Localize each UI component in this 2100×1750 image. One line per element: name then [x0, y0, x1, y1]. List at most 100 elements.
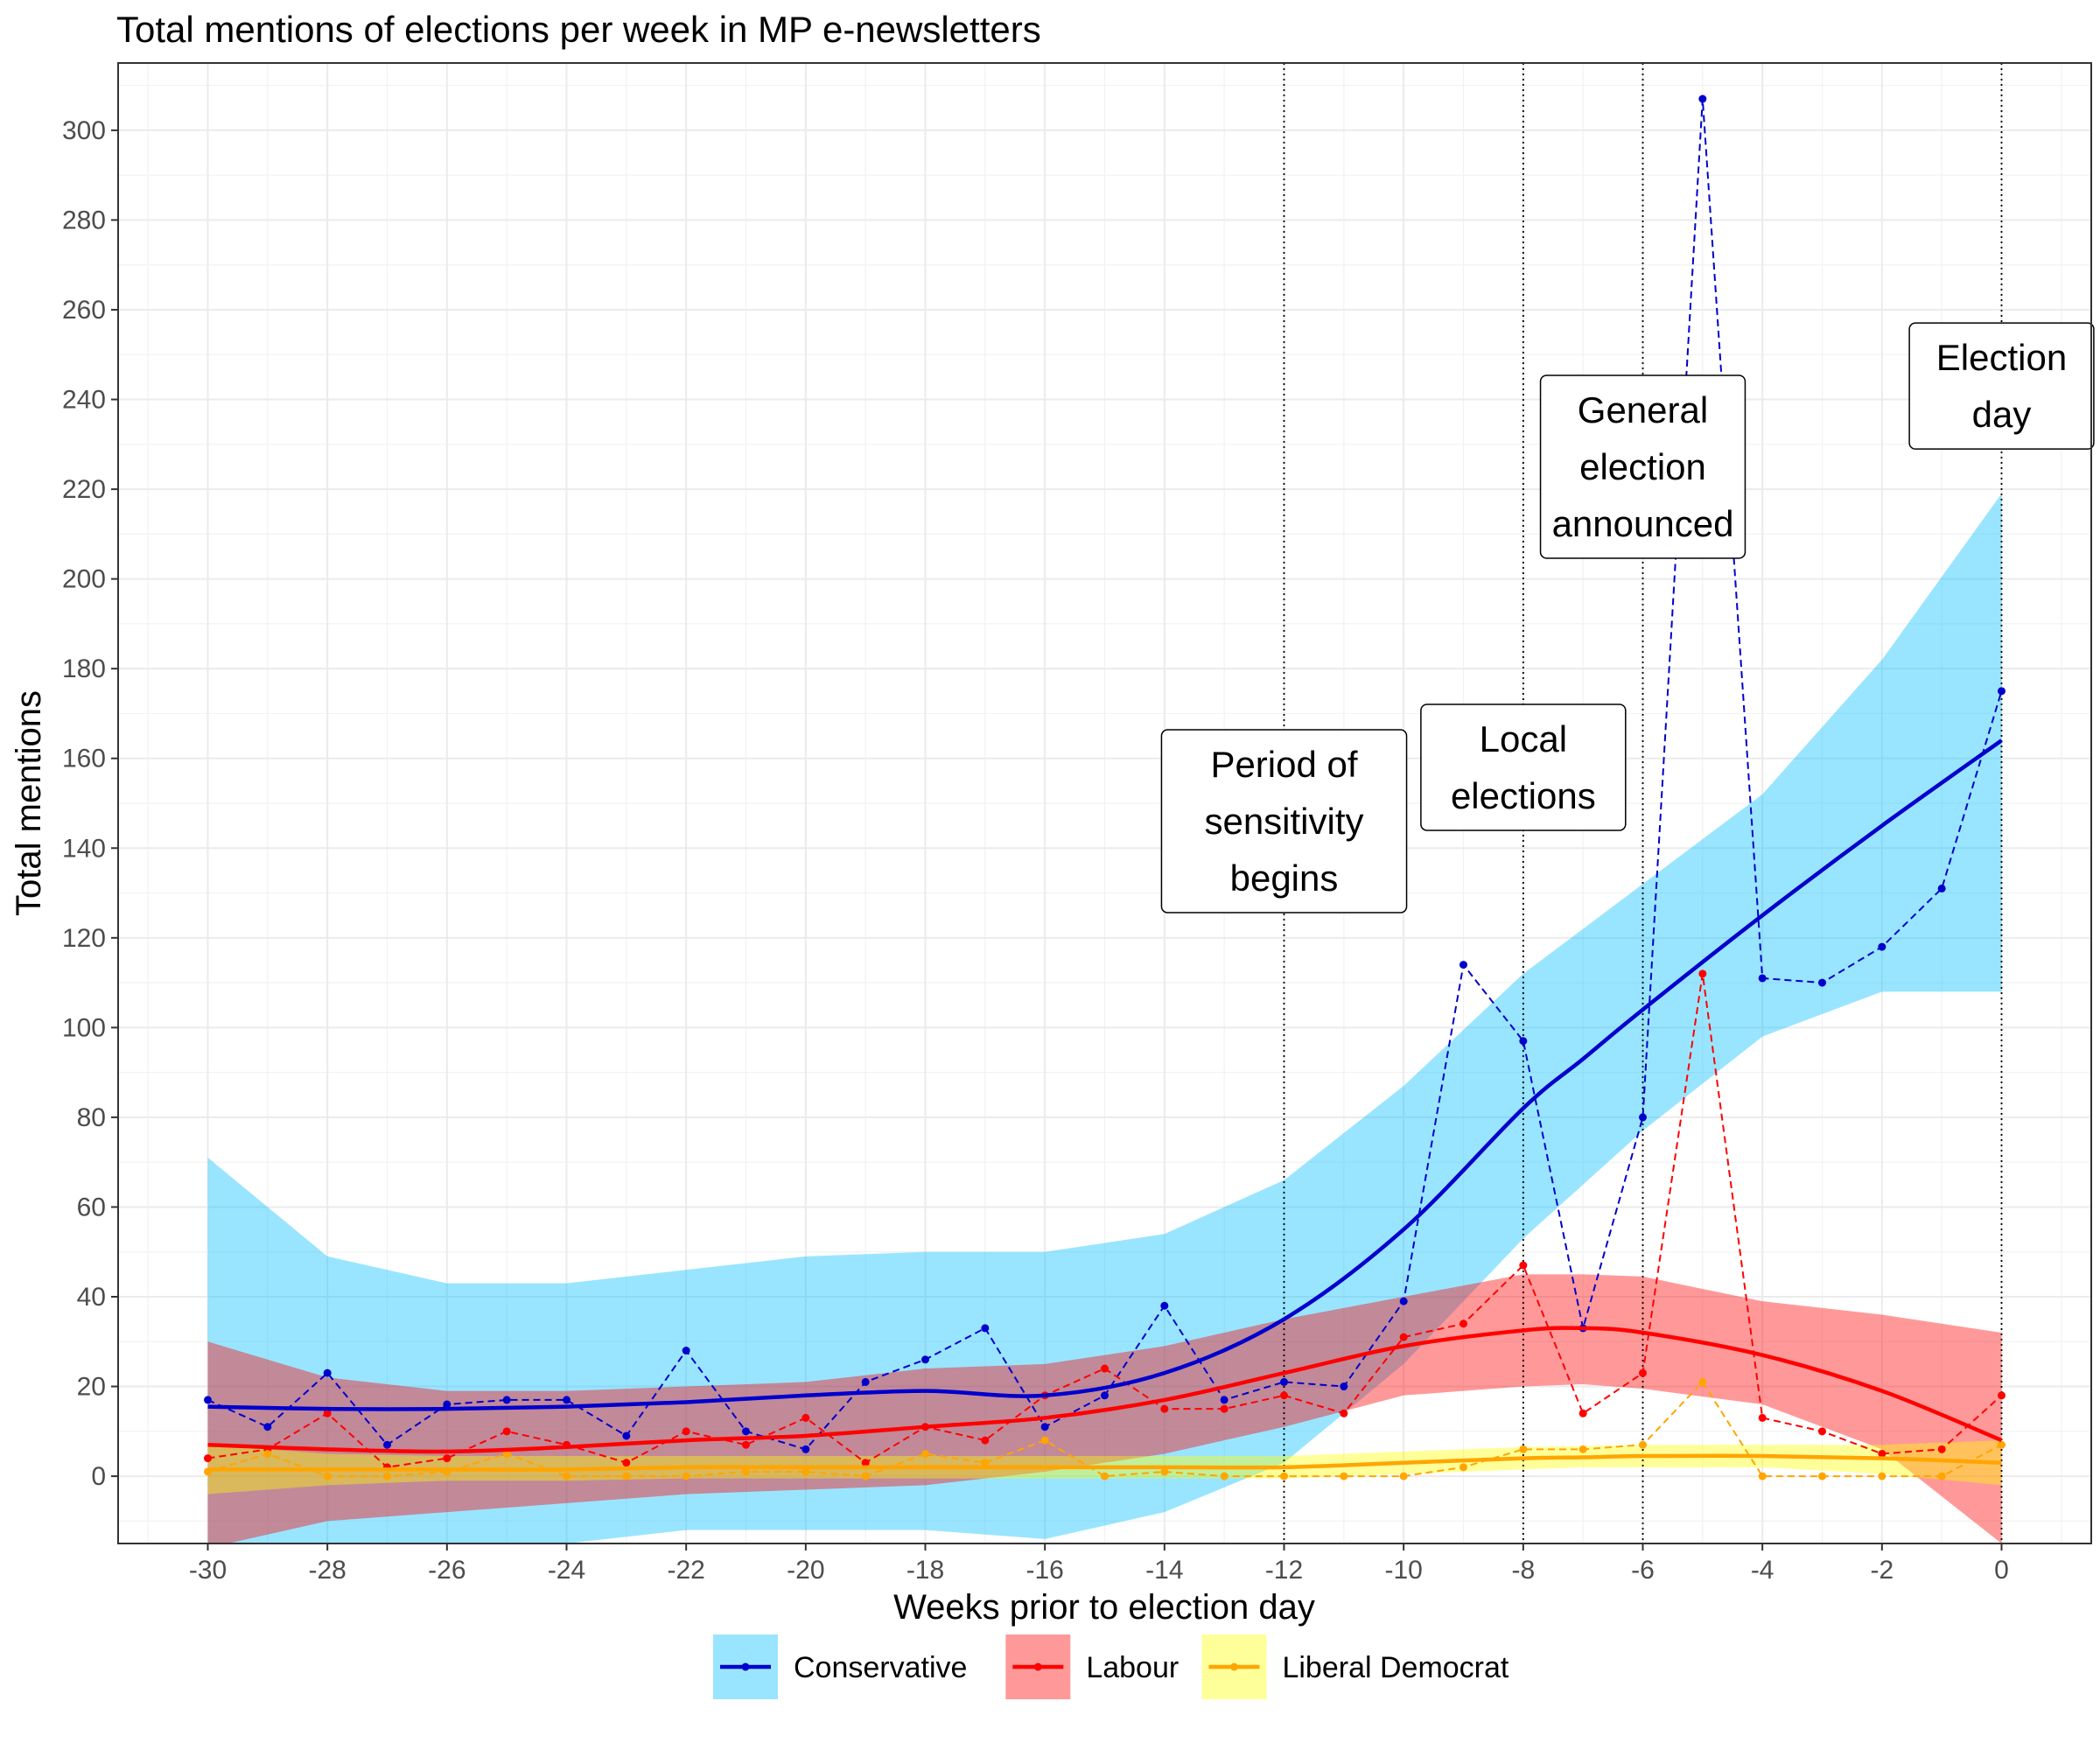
- data-point-conservative: [802, 1445, 810, 1453]
- data-point-labour: [1220, 1404, 1228, 1413]
- data-point-conservative: [682, 1347, 690, 1355]
- annotation-1: Local elections: [1420, 704, 1627, 831]
- data-point-labour: [1280, 1391, 1288, 1400]
- y-tick-label: 180: [62, 654, 106, 683]
- data-point-labour: [1698, 970, 1707, 978]
- data-point-conservative: [1460, 961, 1467, 970]
- data-point-conservative: [1399, 1297, 1408, 1306]
- legend: Conservative Labour Liberal Democrat: [713, 1634, 1509, 1699]
- data-point-labour: [323, 1409, 332, 1418]
- data-point-conservative: [443, 1400, 452, 1409]
- data-point-conservative: [1220, 1396, 1228, 1404]
- data-point-conservative: [263, 1423, 272, 1432]
- annotation-label: General: [1578, 389, 1708, 430]
- legend-label: Liberal Democrat: [1282, 1651, 1508, 1684]
- data-point-labour: [1340, 1409, 1348, 1418]
- data-point-labour: [1758, 1413, 1767, 1422]
- data-point-conservative: [1698, 94, 1707, 103]
- data-point-labour: [1460, 1320, 1467, 1328]
- y-tick-label: 200: [62, 565, 106, 594]
- y-tick-label: 0: [91, 1462, 106, 1491]
- data-point-conservative: [921, 1355, 929, 1364]
- x-tick-label: -4: [1751, 1556, 1774, 1585]
- data-point-labour: [682, 1427, 690, 1436]
- data-point-liberal-democrat: [742, 1467, 750, 1476]
- data-point-liberal-democrat: [323, 1472, 332, 1480]
- data-point-labour: [502, 1427, 511, 1436]
- annotation-label: begins: [1230, 858, 1339, 899]
- data-point-conservative: [323, 1368, 332, 1377]
- data-point-conservative: [981, 1324, 990, 1333]
- annotation-box: [1908, 322, 2095, 450]
- x-tick-label: -12: [1265, 1556, 1303, 1585]
- data-point-liberal-democrat: [921, 1449, 929, 1458]
- data-point-labour: [1998, 1391, 2006, 1400]
- x-tick-label: -8: [1511, 1556, 1535, 1585]
- data-point-liberal-democrat: [263, 1449, 272, 1458]
- y-tick-label: 60: [77, 1193, 106, 1222]
- annotation-label: day: [1972, 394, 2032, 435]
- annotation-label: sensitivity: [1204, 801, 1363, 842]
- data-point-liberal-democrat: [563, 1472, 570, 1480]
- data-point-labour: [1937, 1445, 1946, 1453]
- y-tick-label: 220: [62, 475, 106, 504]
- x-tick-label: -10: [1384, 1556, 1422, 1585]
- data-point-conservative: [1758, 974, 1767, 983]
- data-point-conservative: [502, 1396, 511, 1404]
- data-point-conservative: [1998, 687, 2006, 696]
- data-point-conservative: [1101, 1391, 1109, 1400]
- annotation-box: [1160, 729, 1408, 914]
- smooth-line-labour: [207, 1326, 2003, 1454]
- y-tick-label: 100: [62, 1013, 106, 1042]
- plot-border: [117, 62, 2092, 1544]
- legend-key-point: [1229, 1662, 1238, 1671]
- data-point-labour: [1578, 1409, 1587, 1418]
- smooth-lines: [207, 738, 2003, 1472]
- x-tick-label: -28: [308, 1556, 346, 1585]
- data-point-liberal-democrat: [1220, 1472, 1228, 1480]
- data-point-conservative: [1937, 884, 1946, 892]
- annotation-box: [1420, 704, 1627, 831]
- data-point-labour: [622, 1459, 631, 1467]
- data-point-liberal-democrat: [861, 1472, 870, 1480]
- x-tick-label: 0: [1994, 1556, 2009, 1585]
- data-point-conservative: [1519, 1037, 1528, 1046]
- annotation-label: announced: [1552, 503, 1734, 544]
- data-point-liberal-democrat: [1639, 1440, 1647, 1449]
- data-point-labour: [1160, 1404, 1169, 1413]
- x-tick-label: -24: [548, 1556, 585, 1585]
- data-point-conservative: [204, 1396, 212, 1404]
- data-point-liberal-democrat: [1758, 1472, 1767, 1480]
- y-tick-label: 20: [77, 1373, 106, 1402]
- data-point-liberal-democrat: [1698, 1377, 1707, 1386]
- data-point-liberal-democrat: [1878, 1472, 1886, 1480]
- x-tick-label: -6: [1631, 1556, 1655, 1585]
- annotation-label: Election: [1936, 337, 2067, 378]
- data-point-labour: [204, 1454, 212, 1463]
- data-point-conservative: [1818, 978, 1826, 987]
- data-point-liberal-democrat: [1519, 1445, 1528, 1453]
- data-point-conservative: [1160, 1301, 1169, 1310]
- data-point-liberal-democrat: [1160, 1467, 1169, 1476]
- y-tick-label: 140: [62, 834, 106, 863]
- axes: -30 -28 -26 -24 -22 -20 -18 -16 -14 -12 -10 -8 -6 -4-…: [62, 116, 2009, 1585]
- data-point-conservative: [1040, 1423, 1049, 1432]
- data-point-liberal-democrat: [1937, 1472, 1946, 1480]
- data-point-conservative: [563, 1396, 570, 1404]
- data-point-liberal-democrat: [1998, 1440, 2006, 1449]
- data-point-conservative: [1878, 942, 1886, 951]
- y-tick-label: 80: [77, 1103, 106, 1132]
- annotation-label: Local: [1480, 718, 1567, 760]
- data-point-liberal-democrat: [1399, 1472, 1408, 1480]
- data-point-liberal-democrat: [1818, 1472, 1826, 1480]
- data-point-conservative: [622, 1432, 631, 1440]
- data-point-labour: [802, 1413, 810, 1422]
- data-point-conservative: [1280, 1377, 1288, 1386]
- smooth-line-conservative: [207, 738, 2003, 1411]
- legend-label: Labour: [1086, 1651, 1179, 1684]
- data-point-labour: [742, 1440, 750, 1449]
- y-tick-label: 120: [62, 924, 106, 953]
- data-point-liberal-democrat: [981, 1459, 990, 1467]
- smooth-line-liberal-democrat: [207, 1453, 2002, 1472]
- annotation-0: Period of sensitivity begins: [1160, 729, 1408, 914]
